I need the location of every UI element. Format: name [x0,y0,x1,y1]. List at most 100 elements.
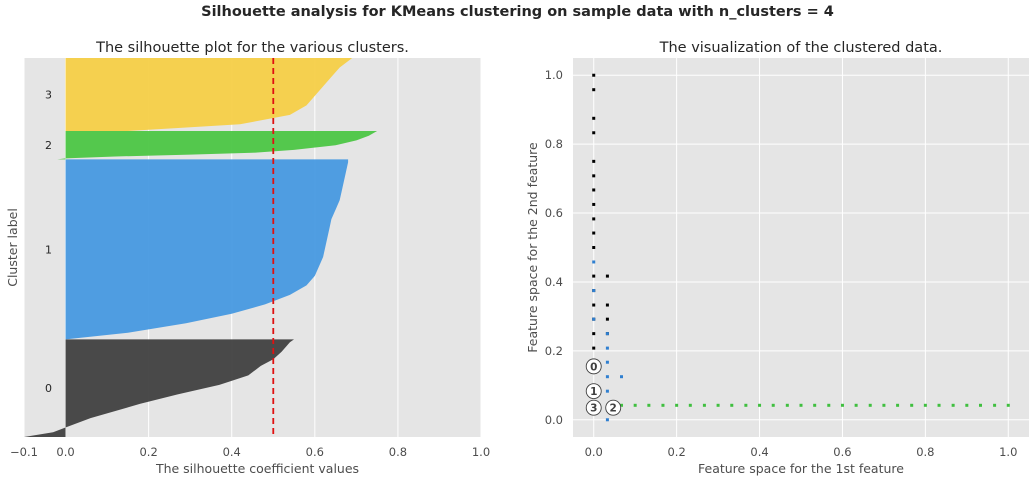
silhouette-cluster-2 [57,130,378,160]
scatter-plot: 0 1 3 2 0.0 0.2 0.4 0.6 0.8 1.0 0.0 0.2 0.4 0.6 0.8 1.0… [525,40,1029,476]
scatter-point [592,131,596,135]
scatter-plot-title: The visualization of the clustered data. [659,40,943,56]
silhouette-x-axis-label: The silhouette coefficient values [155,461,359,476]
scatter-y-axis-label: Feature space for the 2nd feature [525,142,540,353]
scatter-point [827,403,831,407]
scatter-point [605,332,609,336]
scatter-point [923,403,927,407]
silhouette-cluster-3 [65,58,353,131]
scatter-point [592,231,596,235]
cluster-center-marker [605,399,622,416]
cluster-center-marker [585,358,602,375]
scatter-point [592,332,596,336]
scatter-x-tick-label: 1.0 [999,445,1017,459]
scatter-point [785,403,789,407]
silhouette-x-tick-label: 0.8 [389,445,407,459]
silhouette-x-tick-label: 0.2 [139,445,157,459]
silhouette-cluster-0 [24,339,294,437]
scatter-point [799,403,803,407]
scatter-point [702,403,706,407]
scatter-point [730,403,734,407]
scatter-point [592,274,596,278]
scatter-y-tick-label: 0.2 [545,344,563,358]
silhouette-x-tick-label: 0.6 [306,445,324,459]
scatter-point [854,403,858,407]
scatter-x-axis-label: Feature space for the 1st feature [698,461,904,476]
cluster-center-marker [585,383,602,400]
cluster-label-0: 0 [45,382,52,395]
scatter-point [758,403,762,407]
scatter-point [910,403,914,407]
silhouette-x-tick-label: 0.0 [56,445,74,459]
scatter-point [605,317,609,321]
scatter-point [592,289,596,293]
scatter-point [647,403,651,407]
scatter-plot-background [573,58,1029,437]
cluster-label-1: 1 [45,243,52,256]
scatter-point [937,403,941,407]
scatter-point [605,389,609,393]
cluster-label-2: 2 [45,139,52,152]
scatter-point [716,403,720,407]
scatter-point [592,188,596,192]
scatter-point [620,403,624,407]
scatter-point [592,174,596,178]
figure-title: Silhouette analysis for KMeans clusterin… [201,4,834,20]
scatter-point [675,403,679,407]
scatter-point [605,346,609,350]
cluster-label-3: 3 [45,88,52,101]
scatter-point [744,403,748,407]
scatter-x-tick-label: 0.8 [916,445,934,459]
silhouette-x-tick-label: 1.0 [472,445,490,459]
scatter-point [813,403,817,407]
scatter-y-tick-label: 0.0 [545,413,563,427]
cluster-center-label: 1 [590,386,597,398]
scatter-x-tick-label: 0.6 [833,445,851,459]
scatter-point [592,159,596,163]
cluster-center-label: 3 [590,403,597,415]
scatter-point [882,403,886,407]
scatter-x-tick-label: 0.2 [667,445,685,459]
scatter-point [993,403,997,407]
scatter-point [592,73,596,77]
silhouette-cluster-1 [65,159,349,340]
scatter-point [605,274,609,278]
scatter-point [896,403,900,407]
scatter-point [592,346,596,350]
scatter-y-tick-label: 0.6 [545,206,563,220]
scatter-point [868,403,872,407]
scatter-point [592,202,596,206]
scatter-point [633,403,637,407]
scatter-y-tick-label: 0.4 [545,275,563,289]
silhouette-plot-title: The silhouette plot for the various clus… [95,40,409,56]
cluster-center-label: 0 [590,361,597,373]
silhouette-y-axis-label: Cluster label [5,208,20,287]
scatter-point [592,317,596,321]
silhouette-x-tick-label: 0.4 [223,445,241,459]
cluster-center-label: 2 [610,403,617,415]
scatter-x-tick-label: 0.0 [585,445,603,459]
scatter-point [978,403,982,407]
scatter-y-tick-label: 0.8 [545,137,563,151]
scatter-point [965,403,969,407]
scatter-point [592,88,596,92]
scatter-x-tick-label: 0.4 [750,445,768,459]
scatter-point [605,360,609,364]
scatter-point [592,217,596,221]
scatter-point [592,116,596,120]
scatter-point [620,375,624,379]
scatter-point [605,375,609,379]
scatter-point [605,418,609,422]
scatter-y-tick-label: 1.0 [545,68,563,82]
silhouette-x-tick-label: −0.1 [10,445,38,459]
scatter-point [592,260,596,264]
scatter-point [661,403,665,407]
scatter-point [605,303,609,307]
scatter-point [771,403,775,407]
cluster-center-marker [585,399,602,416]
scatter-point [951,403,955,407]
scatter-point [592,246,596,249]
scatter-point [688,403,692,407]
scatter-point [840,403,844,407]
silhouette-plot: 0 1 2 3 −0.1 0.0 0.2 0.4 0.6 0.8 1.0 The silhouette… [5,40,490,476]
